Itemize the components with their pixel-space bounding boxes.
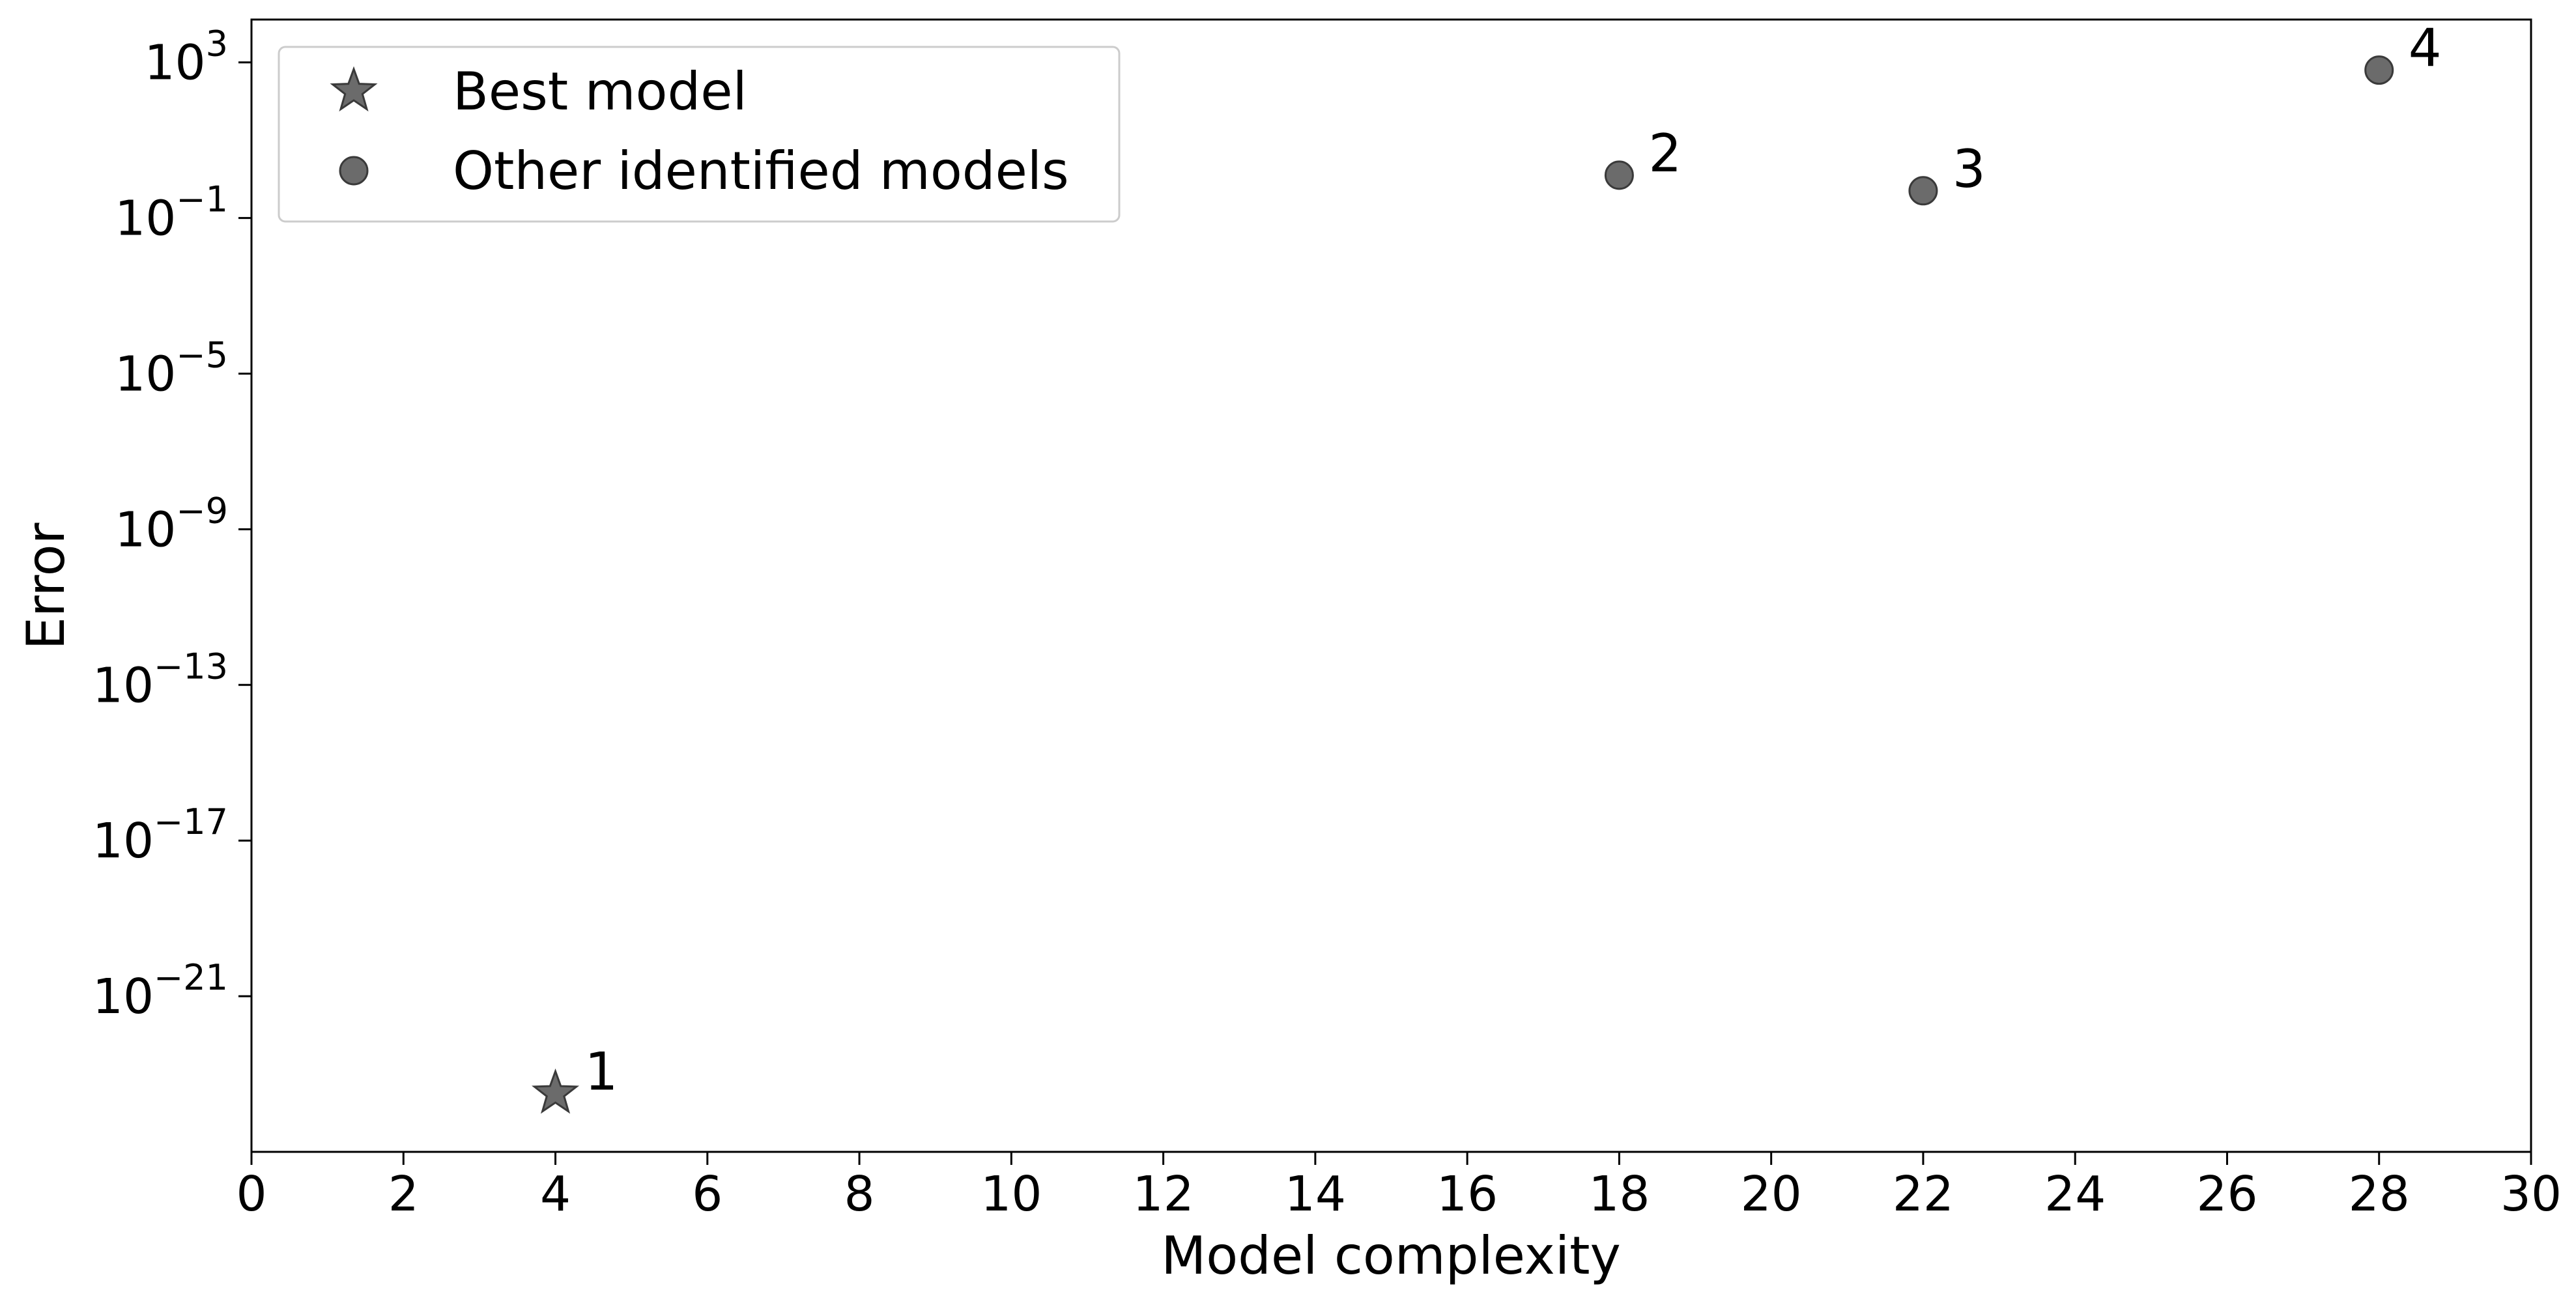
data-point-label: 3	[1953, 139, 1986, 199]
y-tick-label: 10−21	[93, 957, 228, 1025]
x-tick-label: 14	[1285, 1166, 1346, 1222]
data-points: 1 2 3 4	[532, 18, 2442, 1114]
x-axis-title: Model complexity	[1161, 1225, 1621, 1286]
data-point	[1604, 160, 1634, 190]
x-tick-label: 26	[2196, 1166, 2257, 1222]
x-tick-label: 8	[844, 1166, 875, 1222]
x-tick-label: 0	[236, 1166, 266, 1222]
data-point	[2364, 55, 2394, 85]
y-tick-label: 10−13	[93, 646, 228, 713]
legend-circle-icon	[339, 156, 369, 186]
data-point-star	[532, 1068, 580, 1114]
x-tick-label: 24	[2044, 1166, 2106, 1222]
plot-frame	[250, 18, 2532, 1153]
legend: Best model Other identified models	[278, 46, 1121, 223]
data-point-label: 4	[2409, 18, 2442, 79]
legend-items: Best model Other identified models	[330, 61, 1069, 201]
data-point	[1908, 176, 1938, 206]
legend-label: Best model	[453, 61, 747, 122]
x-tick-label: 2	[388, 1166, 419, 1222]
y-tick-label: 10−1	[115, 179, 228, 247]
legend-box	[278, 46, 1121, 223]
data-point-label: 2	[1648, 123, 1682, 184]
y-tick-label: 10−9	[115, 490, 228, 558]
x-tick-label: 12	[1133, 1166, 1194, 1222]
x-tick-label: 22	[1893, 1166, 1954, 1222]
x-tick-label: 18	[1588, 1166, 1650, 1222]
y-tick-label: 10−5	[115, 334, 228, 402]
y-axis-ticks: 103 10−1 10−5 10−9 10−13 10−17 10−21	[93, 23, 251, 1025]
x-axis-ticks: 0 2 4 6 8 10 12 14 16 18 20 22 24 26 28 30	[236, 1152, 2562, 1222]
x-tick-label: 10	[980, 1166, 1042, 1222]
legend-label: Other identified models	[453, 141, 1069, 201]
y-axis-title: Error	[16, 523, 76, 650]
x-tick-label: 16	[1437, 1166, 1498, 1222]
x-tick-label: 6	[692, 1166, 723, 1222]
x-tick-label: 28	[2349, 1166, 2410, 1222]
data-point-label: 1	[585, 1041, 618, 1102]
legend-star-icon	[330, 66, 378, 112]
y-tick-label: 10−17	[93, 801, 228, 869]
x-tick-label: 4	[540, 1166, 571, 1222]
x-tick-label: 30	[2500, 1166, 2562, 1222]
x-tick-label: 20	[1741, 1166, 1802, 1222]
y-tick-label: 103	[144, 23, 228, 91]
